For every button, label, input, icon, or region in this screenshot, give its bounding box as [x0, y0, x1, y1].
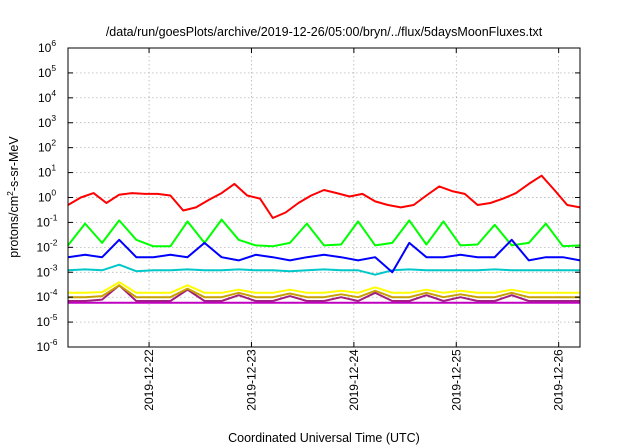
y-tick-label: 101: [38, 163, 56, 180]
y-tick-label: 10-1: [37, 212, 58, 229]
y-tick-label: 100: [38, 188, 56, 205]
x-tick-label: 2019-12-22: [142, 349, 156, 411]
y-tick-label: 103: [38, 113, 56, 130]
y-axis: 10-6 10-5 10-4 10-3 10-2 10-1 100 101 102 103 104 1…: [37, 38, 580, 354]
y-tick-label: 102: [38, 138, 56, 155]
y-tick-label: 10-2: [37, 237, 58, 254]
x-axis: 2019-12-22 2019-12-23 2019-12-24 2019-12-25…: [142, 48, 566, 411]
y-tick-label: 10-5: [37, 312, 58, 329]
chart-title: /data/run/goesPlots/archive/2019-12-26/0…: [106, 25, 543, 39]
series-line: [68, 284, 580, 299]
series-line: [68, 284, 580, 302]
series-line: [67, 174, 581, 219]
y-tick-label: 10-3: [37, 262, 58, 279]
x-tick-label: 2019-12-24: [347, 349, 361, 411]
y-tick-label: 105: [38, 63, 56, 80]
x-axis-label: Coordinated Universal Time (UTC): [228, 431, 420, 445]
y-tick-label: 10-4: [37, 287, 58, 304]
series-group: [67, 174, 581, 304]
x-tick-label: 2019-12-25: [449, 349, 463, 411]
x-tick-label: 2019-12-23: [244, 349, 258, 411]
series-line: [67, 238, 581, 274]
y-tick-label: 104: [38, 88, 56, 105]
series-line: [67, 218, 581, 248]
x-tick-label: 2019-12-26: [552, 349, 566, 411]
y-axis-label: protons/cm2-s-sr-MeV: [5, 136, 21, 258]
y-tick-label: 10-6: [37, 337, 58, 354]
series-line: [68, 281, 580, 294]
series-line: [67, 263, 580, 276]
y-tick-label: 106: [38, 38, 56, 55]
